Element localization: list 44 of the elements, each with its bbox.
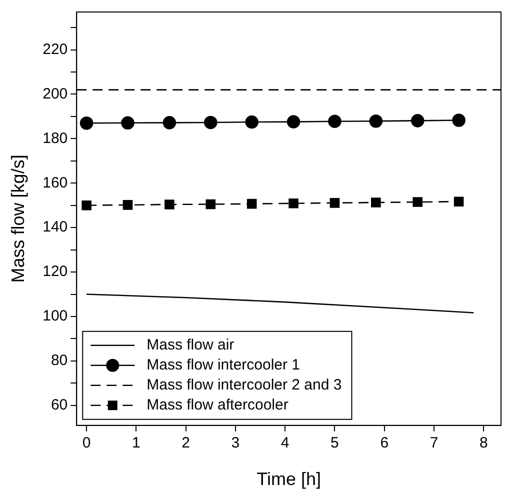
point	[122, 200, 133, 210]
point	[164, 200, 174, 210]
y-tick-label: 140	[42, 218, 68, 236]
x-tick-label: 8	[479, 434, 488, 452]
legend-label: Mass flow air	[146, 336, 234, 354]
x-tick-label: 6	[380, 434, 389, 452]
point	[82, 200, 92, 210]
point	[206, 199, 216, 210]
point	[204, 116, 218, 130]
point	[454, 196, 464, 206]
y-tick-label: 180	[42, 130, 68, 147]
y-tick-label: 120	[42, 263, 68, 280]
point	[330, 198, 340, 208]
y-tick-label: 160	[42, 174, 68, 192]
y-tick-label: 100	[42, 308, 68, 325]
legend-label: Mass flow intercooler 1	[146, 356, 300, 374]
point	[286, 115, 300, 128]
x-tick-label: 4	[280, 434, 290, 452]
point	[371, 198, 381, 208]
point	[162, 116, 176, 130]
legend-label: Mass flow intercooler 2 and 3	[146, 376, 342, 394]
y-tick-label: 80	[50, 352, 68, 370]
y-tick-label: 200	[42, 85, 68, 102]
x-tick-label: 5	[330, 434, 339, 452]
x-axis-title: Time [h]	[256, 469, 321, 490]
point	[288, 198, 298, 208]
point	[121, 116, 134, 130]
y-tick-label: 60	[50, 396, 68, 414]
point	[412, 197, 423, 207]
point	[246, 198, 257, 209]
x-tick-label: 0	[82, 434, 91, 452]
point	[369, 114, 383, 128]
x-tick-label: 1	[132, 434, 140, 452]
y-axis-title: Mass flow [kg/s]	[8, 154, 28, 283]
legend-label: Mass flow aftercooler	[146, 396, 288, 414]
point	[245, 115, 258, 129]
point	[410, 114, 424, 128]
x-tick-label: 2	[182, 434, 190, 452]
y-tick-label: 220	[42, 40, 68, 58]
point	[452, 114, 466, 127]
point	[80, 116, 94, 130]
point	[328, 114, 342, 128]
x-tick-label: 7	[430, 434, 438, 452]
x-tick-label: 3	[231, 434, 240, 452]
